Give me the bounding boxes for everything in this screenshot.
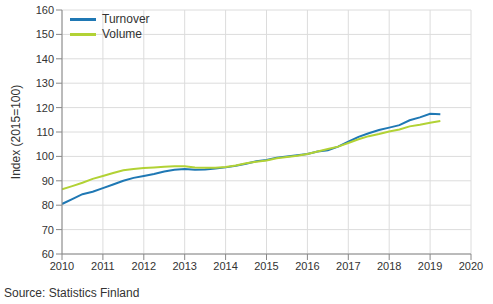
svg-text:2014: 2014 — [213, 260, 237, 272]
svg-text:100: 100 — [36, 150, 54, 162]
svg-text:90: 90 — [42, 175, 54, 187]
html-text:Volume: Volume — [102, 27, 142, 41]
svg-text:2016: 2016 — [295, 260, 319, 272]
svg-text:160: 160 — [36, 4, 54, 16]
html-text:Source: Statistics Finland: Source: Statistics Finland — [4, 286, 140, 300]
svg-text:2013: 2013 — [172, 260, 196, 272]
svg-text:2010: 2010 — [50, 260, 74, 272]
svg-text:2019: 2019 — [418, 260, 442, 272]
svg-text:140: 140 — [36, 53, 54, 65]
svg-text:2015: 2015 — [254, 260, 278, 272]
svg-text:2018: 2018 — [377, 260, 401, 272]
svg-text:80: 80 — [42, 199, 54, 211]
svg-text:2020: 2020 — [459, 260, 483, 272]
svg-text:70: 70 — [42, 224, 54, 236]
svg-text:60: 60 — [42, 248, 54, 260]
svg-text:2011: 2011 — [91, 260, 115, 272]
html-text:Turnover: Turnover — [102, 12, 150, 26]
svg-text:130: 130 — [36, 77, 54, 89]
svg-text:110: 110 — [36, 126, 54, 138]
svg-text:2012: 2012 — [132, 260, 156, 272]
svg-text:2017: 2017 — [336, 260, 360, 272]
svg-text:120: 120 — [36, 102, 54, 114]
svg-text:150: 150 — [36, 28, 54, 40]
svg-text:Index (2015=100): Index (2015=100) — [9, 85, 23, 179]
